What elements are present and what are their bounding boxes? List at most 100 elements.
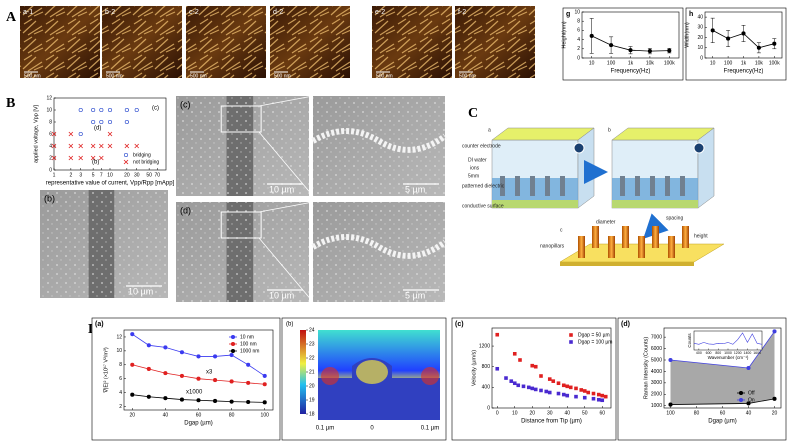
particle-chain [311, 234, 447, 259]
marker [596, 397, 601, 402]
y-tick-label: 4 [49, 143, 52, 149]
inset-x-label: Wavenumber (cm⁻¹) [708, 355, 749, 360]
pillar-text: height [694, 233, 708, 239]
marker [586, 390, 591, 395]
marker [574, 394, 578, 399]
x-tick-label: 50 [146, 172, 152, 178]
y-axis-label: applied voltage, Vpp [V] [33, 104, 39, 163]
scale-label: 500 nm [376, 73, 393, 79]
marker [544, 389, 549, 394]
marker [609, 43, 614, 48]
marker [591, 391, 596, 396]
sem-texture [176, 96, 309, 196]
chart-label: (a) [95, 321, 104, 328]
afm-texture [270, 6, 350, 78]
image-label: d-2 [273, 9, 283, 16]
schematic-text: conductive surface [462, 203, 504, 209]
x-tick-label: 70 [155, 172, 161, 178]
x-tick-label: 10k [646, 60, 655, 66]
marker [516, 383, 521, 388]
y-tick-label: 800 [482, 364, 491, 370]
y-axis-label: Velocity (µm/s) [471, 350, 477, 386]
annotation: (b) [92, 160, 99, 166]
field-plot [281, 317, 447, 441]
x-tick-label: 100 [724, 60, 733, 66]
y-tick-label: 30 [697, 25, 703, 31]
marker [561, 383, 566, 388]
schematic-text: counter electrode [462, 143, 501, 149]
field-x-label: 0 [370, 426, 374, 432]
colorbar-label: 20 [309, 383, 315, 389]
y-tick-label: 10 [46, 107, 52, 113]
x-tick-label: 1k [741, 60, 747, 66]
colorbar-label: 24 [309, 327, 315, 333]
marker [262, 382, 267, 387]
plot-area [491, 327, 612, 409]
chart-frame [562, 7, 684, 81]
marker [772, 329, 777, 334]
y-tick-label: 5000 [651, 357, 662, 363]
annotation: x3 [206, 370, 213, 376]
inset-x-tick-label: 800 [715, 351, 721, 355]
marker [668, 402, 673, 407]
sem-texture [176, 202, 309, 302]
marker [726, 36, 731, 41]
particle-chain [311, 128, 447, 153]
colorbar-label: 22 [309, 355, 315, 361]
y-axis-label: ∇|E|² (×10¹⁷ V²/m³) [102, 347, 109, 394]
marker [196, 398, 201, 403]
pillar-text: spacing [666, 215, 683, 221]
panel-label: C [468, 106, 478, 121]
marker [107, 119, 113, 125]
legend-label: bridging [133, 152, 151, 158]
legend-marker [738, 397, 744, 403]
y-tick-label: 20 [697, 35, 703, 41]
y-tick-label: 4 [577, 37, 580, 43]
y-tick-label: 6000 [651, 346, 662, 352]
marker [582, 395, 587, 400]
x-tick-label: 7 [100, 172, 103, 178]
colorbar-label: 19 [309, 397, 315, 403]
x-tick-label: 20 [529, 410, 535, 416]
annotation: (d) [94, 126, 101, 132]
marker [582, 389, 587, 393]
panel-label: A [6, 10, 17, 25]
area-fill [670, 331, 775, 405]
zoom-box [220, 105, 262, 133]
marker [526, 385, 531, 390]
marker [124, 143, 130, 149]
zoom-line [258, 95, 314, 107]
y-axis-label: Raman Intensity (Counts) [643, 337, 649, 400]
marker [130, 362, 135, 367]
marker [746, 401, 751, 406]
y-tick-label: 2000 [651, 392, 662, 398]
marker [130, 392, 135, 397]
marker [547, 390, 552, 395]
y-tick-label: 40 [697, 14, 703, 20]
marker [213, 398, 218, 404]
marker [78, 107, 83, 113]
marker [179, 350, 184, 355]
y-tick-label: 2 [577, 46, 580, 52]
marker [512, 352, 517, 356]
x-axis-label: Dgap (µm) [184, 421, 212, 427]
marker [163, 396, 168, 401]
x-tick-label: 100 [666, 410, 675, 416]
x-axis-label: Frequency(Hz) [724, 69, 764, 75]
pillar-text: diameter [596, 219, 616, 225]
marker [667, 48, 672, 53]
marker [146, 343, 151, 348]
colorbar-label: 21 [309, 369, 315, 375]
marker [530, 363, 535, 368]
step-label: b [608, 127, 611, 133]
inset-frame [693, 330, 763, 351]
marker [134, 107, 139, 113]
zoom-line [258, 237, 314, 303]
marker [51, 143, 57, 149]
x-tick-label: 1 [53, 172, 56, 178]
scale-label: 500 nm [459, 73, 476, 79]
marker [163, 345, 168, 350]
marker [107, 143, 113, 149]
sem-texture [313, 96, 445, 196]
zoom-box [220, 211, 262, 239]
